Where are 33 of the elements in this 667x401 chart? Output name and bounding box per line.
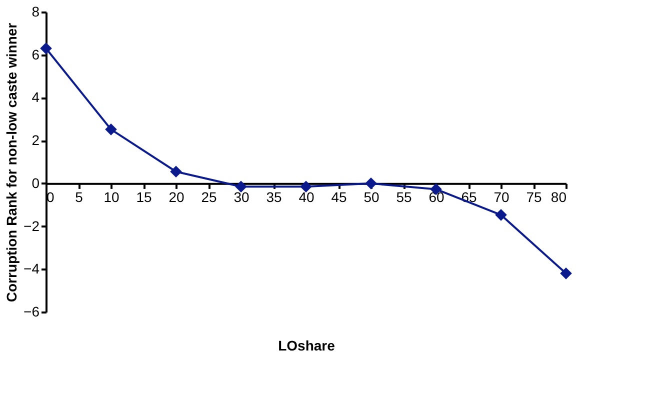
y-axis-title: Corruption Rank for non-low caste winner (4, 22, 20, 302)
x-tick-label: 25 (201, 188, 217, 205)
point (40, 42, 52, 54)
x-tick-label: 80 (550, 188, 567, 205)
point (235, 180, 247, 193)
x-tick-label: 20 (168, 188, 184, 205)
x-tick-label: 40 (298, 188, 314, 205)
x-tick-label: 75 (526, 188, 542, 205)
point (300, 180, 312, 193)
x-axis-title: LOshare (278, 338, 336, 354)
x-tick-label: 5 (75, 188, 84, 205)
x-tick-label: 35 (266, 188, 282, 205)
y-tick-label: 0 (32, 174, 40, 191)
x-tick-label: 15 (136, 188, 152, 205)
x-tick-label: 55 (396, 188, 412, 205)
y-tick-label: −4 (24, 260, 40, 277)
point (560, 268, 572, 280)
x-tick-label: 60 (428, 188, 444, 205)
x-tick-label: 50 (364, 188, 380, 205)
x-tick-label: 10 (104, 188, 120, 205)
point (365, 178, 377, 190)
y-tick-label: 6 (32, 46, 40, 62)
y-tick-label: −2 (24, 218, 40, 234)
x-tick-label: 45 (331, 188, 347, 205)
x-tick-label: 70 (494, 188, 510, 205)
point (495, 209, 507, 221)
x-tick-label: 30 (234, 188, 250, 205)
point (105, 124, 117, 136)
y-tick-label: 2 (32, 132, 40, 148)
point (170, 166, 182, 178)
y-tick-label: 8 (32, 4, 40, 20)
y-tick-label: 4 (32, 89, 40, 106)
y-tick-label: −6 (24, 304, 40, 320)
